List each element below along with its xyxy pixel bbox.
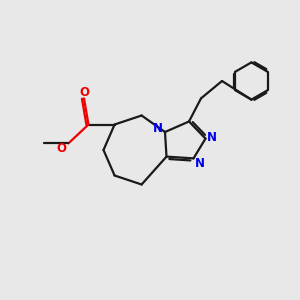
Text: O: O [79,86,89,99]
Text: N: N [152,122,163,135]
Text: N: N [194,157,205,170]
Text: N: N [207,130,217,144]
Text: O: O [56,142,66,155]
